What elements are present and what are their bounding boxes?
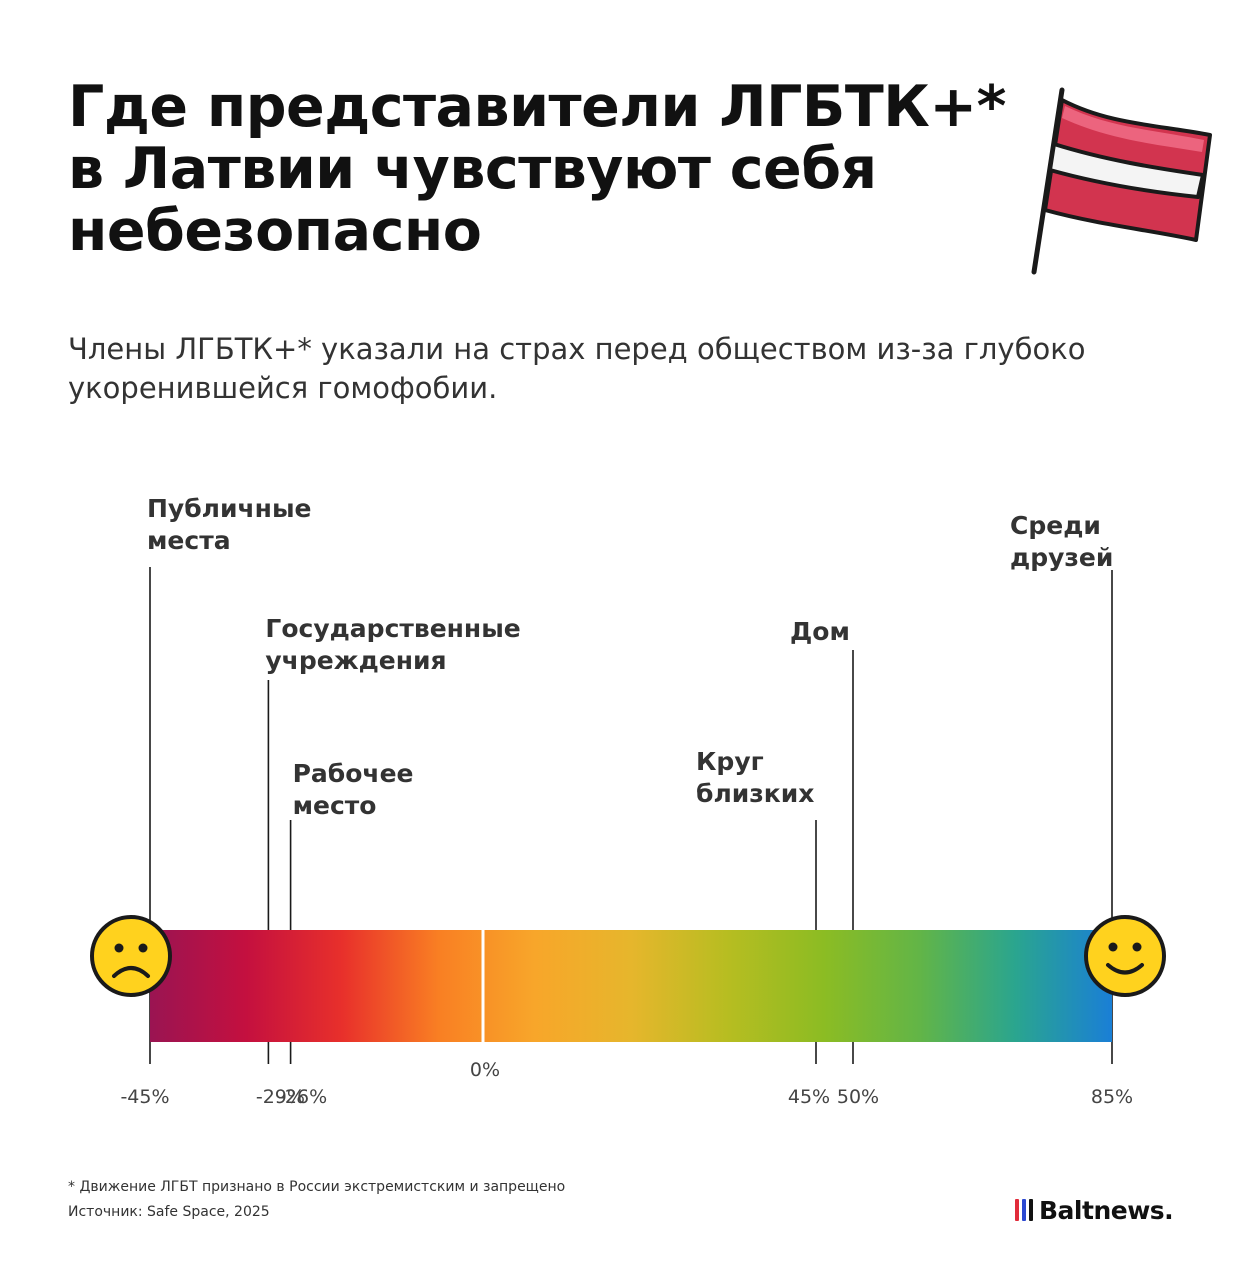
brand-logo: Baltnews.	[1015, 1192, 1174, 1228]
scale-value-label: 50%	[837, 1086, 879, 1108]
safety-scale-chart: 0% Публичные места Государственные учрежден…	[90, 494, 1166, 1108]
title-line-2: в Латвии чувствуют себя	[68, 136, 877, 202]
happy-face-icon	[1084, 915, 1166, 997]
brand-name: Baltnews.	[1039, 1195, 1174, 1225]
subtitle-line-1: Члены ЛГБТК+* указали на страх перед общ…	[68, 332, 1086, 366]
scale-point-label: Публичные места	[147, 494, 312, 555]
scale-value-label: -29%	[256, 1086, 305, 1108]
page-title: Где представители ЛГБТК+* в Латвии чувст…	[68, 76, 1068, 262]
zero-label: 0%	[470, 1059, 500, 1081]
brand-bar-red	[1015, 1199, 1019, 1221]
scale-point-label: Среди друзей	[1010, 511, 1113, 572]
subtitle: Члены ЛГБТК+* указали на страх перед общ…	[68, 330, 1168, 408]
scale-point-label: Государственные учреждения	[265, 614, 520, 675]
scale-value-label: -45%	[120, 1086, 169, 1108]
scale-value-label: 45%	[788, 1086, 830, 1108]
scale-gradient-bar	[150, 930, 1112, 1042]
title-line-3: небезопасно	[68, 198, 482, 264]
title-line-1: Где представители ЛГБТК+*	[68, 74, 1006, 140]
scale-point-label: Круг близких	[696, 747, 814, 808]
subtitle-line-2: укоренившейся гомофобии.	[68, 371, 498, 405]
footnote-disclaimer: * Движение ЛГБТ признано в России экстре…	[68, 1179, 566, 1195]
brand-bar-blue	[1022, 1199, 1026, 1221]
sad-face-icon	[90, 915, 172, 997]
latvia-flag-icon	[1031, 87, 1212, 275]
footnote: * Движение ЛГБТ признано в России экстре…	[68, 1175, 565, 1225]
brand-bar-black	[1029, 1199, 1033, 1221]
brand-bars-icon	[1015, 1199, 1033, 1221]
scale-value-label: -26%	[278, 1086, 327, 1108]
scale-point-label: Дом	[790, 617, 850, 646]
footnote-source: Источник: Safe Space, 2025	[68, 1204, 270, 1220]
scale-point-label: Рабочее место	[293, 759, 414, 820]
scale-value-label: 85%	[1091, 1086, 1133, 1108]
